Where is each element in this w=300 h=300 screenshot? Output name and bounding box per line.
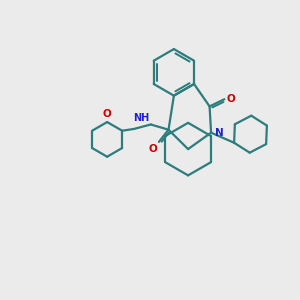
Text: O: O [149,144,158,154]
Text: N: N [215,128,224,138]
Text: O: O [103,109,112,119]
Text: O: O [226,94,235,104]
Text: NH: NH [133,113,149,123]
